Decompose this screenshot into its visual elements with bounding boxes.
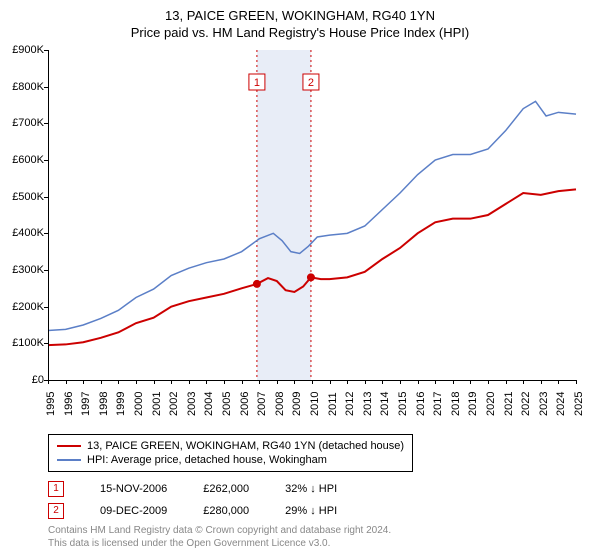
chart-axes <box>48 50 577 381</box>
legend-swatch <box>57 445 81 447</box>
legend-label: 13, PAICE GREEN, WOKINGHAM, RG40 1YN (de… <box>87 440 404 452</box>
legend-item: 13, PAICE GREEN, WOKINGHAM, RG40 1YN (de… <box>57 439 404 453</box>
sale-date: 15-NOV-2006 <box>100 483 167 495</box>
sales-row: 1 15-NOV-2006 £262,000 32% ↓ HPI <box>48 478 337 500</box>
sale-delta: 32% ↓ HPI <box>285 483 337 495</box>
footer-attribution: Contains HM Land Registry data © Crown c… <box>48 524 391 550</box>
sale-date: 09-DEC-2009 <box>100 505 167 517</box>
sale-marker-icon: 1 <box>48 481 64 497</box>
chart-container: 13, PAICE GREEN, WOKINGHAM, RG40 1YN Pri… <box>0 0 600 560</box>
legend-item: HPI: Average price, detached house, Woki… <box>57 453 404 467</box>
legend: 13, PAICE GREEN, WOKINGHAM, RG40 1YN (de… <box>48 434 413 472</box>
sales-table: 1 15-NOV-2006 £262,000 32% ↓ HPI 2 09-DE… <box>48 478 337 522</box>
legend-swatch <box>57 459 81 461</box>
sale-price: £280,000 <box>203 505 249 517</box>
legend-label: HPI: Average price, detached house, Woki… <box>87 454 327 466</box>
sale-marker-icon: 2 <box>48 503 64 519</box>
sale-delta: 29% ↓ HPI <box>285 505 337 517</box>
sale-price: £262,000 <box>203 483 249 495</box>
sales-row: 2 09-DEC-2009 £280,000 29% ↓ HPI <box>48 500 337 522</box>
